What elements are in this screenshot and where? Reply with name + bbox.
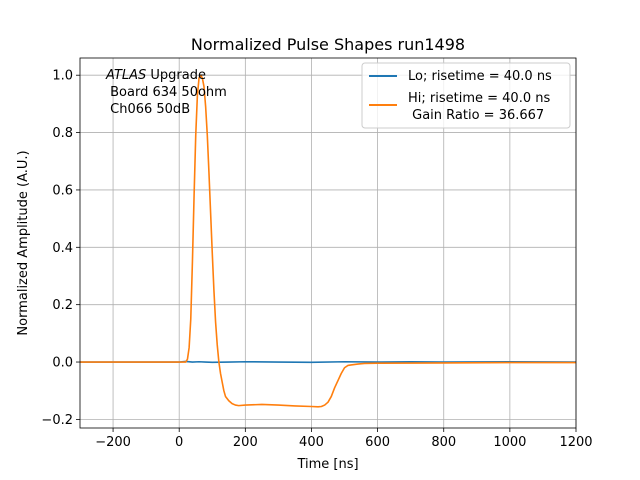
- y-axis-label: Normalized Amplitude (A.U.): [16, 150, 31, 335]
- legend-lo-label: Lo; risetime = 40.0 ns: [408, 69, 552, 84]
- plot-frame: [79, 57, 577, 429]
- x-tick-label: 1000: [493, 435, 526, 450]
- hi-series-line: [80, 74, 576, 408]
- annotation-line-2: Board 634 50ohm: [106, 85, 227, 100]
- annotation-box: ATLAS Upgrade Board 634 50ohm Ch066 50dB: [105, 68, 227, 117]
- x-tick-label: −200: [95, 435, 131, 450]
- y-tick-label: 0.8: [52, 126, 73, 141]
- annotation-line-3: Ch066 50dB: [106, 102, 190, 117]
- x-axis-label: Time [ns]: [296, 457, 358, 472]
- x-tick-label: 800: [431, 435, 456, 450]
- y-tick-label: 0.4: [52, 241, 73, 256]
- lo-series-line: [80, 360, 576, 364]
- x-tick-label: 1200: [559, 435, 592, 450]
- y-tick-label: 0.0: [52, 356, 73, 371]
- y-tick-label: −0.2: [41, 413, 73, 428]
- legend-hi-gain-label: Gain Ratio = 36.667: [408, 108, 544, 123]
- x-tick-label: 600: [365, 435, 390, 450]
- atlas-label: ATLAS: [105, 68, 146, 83]
- x-tick-label: 400: [299, 435, 324, 450]
- series-lines: [80, 74, 576, 408]
- x-tick-label: 0: [175, 435, 183, 450]
- upgrade-label: Upgrade: [146, 68, 206, 83]
- y-tick-label: 0.6: [52, 183, 73, 198]
- ticks: −200 0 200 400 600 800 1000 1200 −0.2 0.0 0.2 0.4 0.…: [41, 69, 592, 450]
- y-tick-label: 1.0: [52, 69, 73, 84]
- annotation-line-1: ATLAS Upgrade: [105, 68, 206, 83]
- y-tick-label: 0.2: [52, 298, 73, 313]
- legend: Lo; risetime = 40.0 ns Hi; risetime = 40…: [361, 62, 571, 129]
- chart-title: Normalized Pulse Shapes run1498: [191, 35, 465, 54]
- legend-hi-label: Hi; risetime = 40.0 ns: [408, 91, 550, 106]
- legend-frame: [361, 62, 571, 129]
- x-tick-label: 200: [233, 435, 258, 450]
